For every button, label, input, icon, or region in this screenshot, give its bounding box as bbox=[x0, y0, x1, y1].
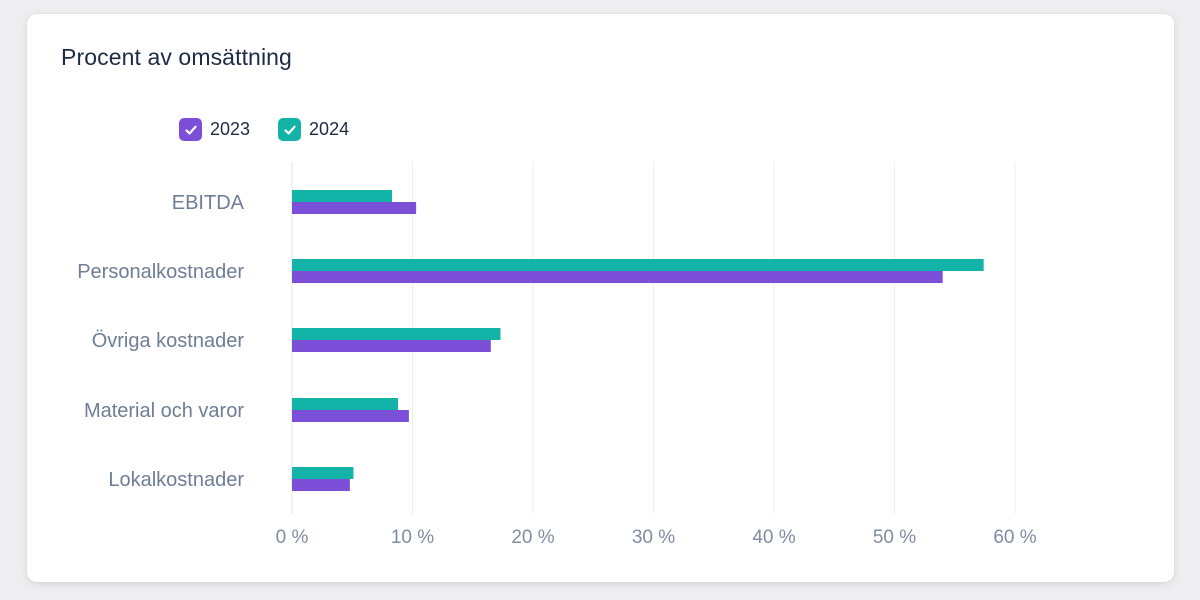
x-tick-label: 30 % bbox=[632, 527, 675, 548]
bar-2023 bbox=[292, 479, 350, 491]
x-tick-label: 40 % bbox=[752, 527, 795, 548]
legend: 2023 2024 bbox=[179, 118, 349, 141]
legend-checkbox-2023[interactable] bbox=[179, 118, 202, 141]
bar-2024 bbox=[292, 398, 399, 410]
category-label: Övriga kostnader bbox=[92, 330, 245, 352]
x-tick-label: 20 % bbox=[511, 527, 554, 548]
x-tick-label: 10 % bbox=[391, 527, 434, 548]
bar-chart: 0 % 10 % 20 % 30 % 40 % 50 % 60 % EBITDA Persona… bbox=[77, 162, 1037, 548]
legend-checkbox-2024[interactable] bbox=[278, 118, 302, 141]
category-label: Material och varor bbox=[84, 400, 244, 422]
bar-2023 bbox=[292, 271, 943, 283]
card-title: Procent av omsättning bbox=[61, 44, 292, 70]
bar-2023 bbox=[292, 202, 417, 214]
category-label: Personalkostnader bbox=[77, 261, 244, 283]
category-label: EBITDA bbox=[172, 192, 245, 214]
check-icon bbox=[184, 125, 197, 134]
x-tick-label: 50 % bbox=[873, 527, 916, 548]
legend-item-2023[interactable]: 2023 bbox=[179, 118, 250, 141]
legend-label-2023: 2023 bbox=[210, 119, 251, 139]
bar-2024 bbox=[292, 190, 393, 202]
bar-2024 bbox=[292, 328, 501, 340]
legend-label-2024: 2024 bbox=[309, 119, 350, 139]
bar-2024 bbox=[292, 467, 354, 479]
bar-2024 bbox=[292, 259, 984, 271]
bar-2023 bbox=[292, 340, 491, 352]
chart-card: Procent av omsättning 2023 2024 0 % 10 % 2… bbox=[27, 14, 1174, 582]
check-icon bbox=[283, 125, 296, 134]
legend-item-2024[interactable]: 2024 bbox=[278, 118, 349, 141]
x-tick-label: 60 % bbox=[993, 527, 1036, 548]
category-label: Lokalkostnader bbox=[108, 469, 244, 491]
x-tick-label: 0 % bbox=[276, 527, 309, 548]
bar-2023 bbox=[292, 410, 409, 422]
